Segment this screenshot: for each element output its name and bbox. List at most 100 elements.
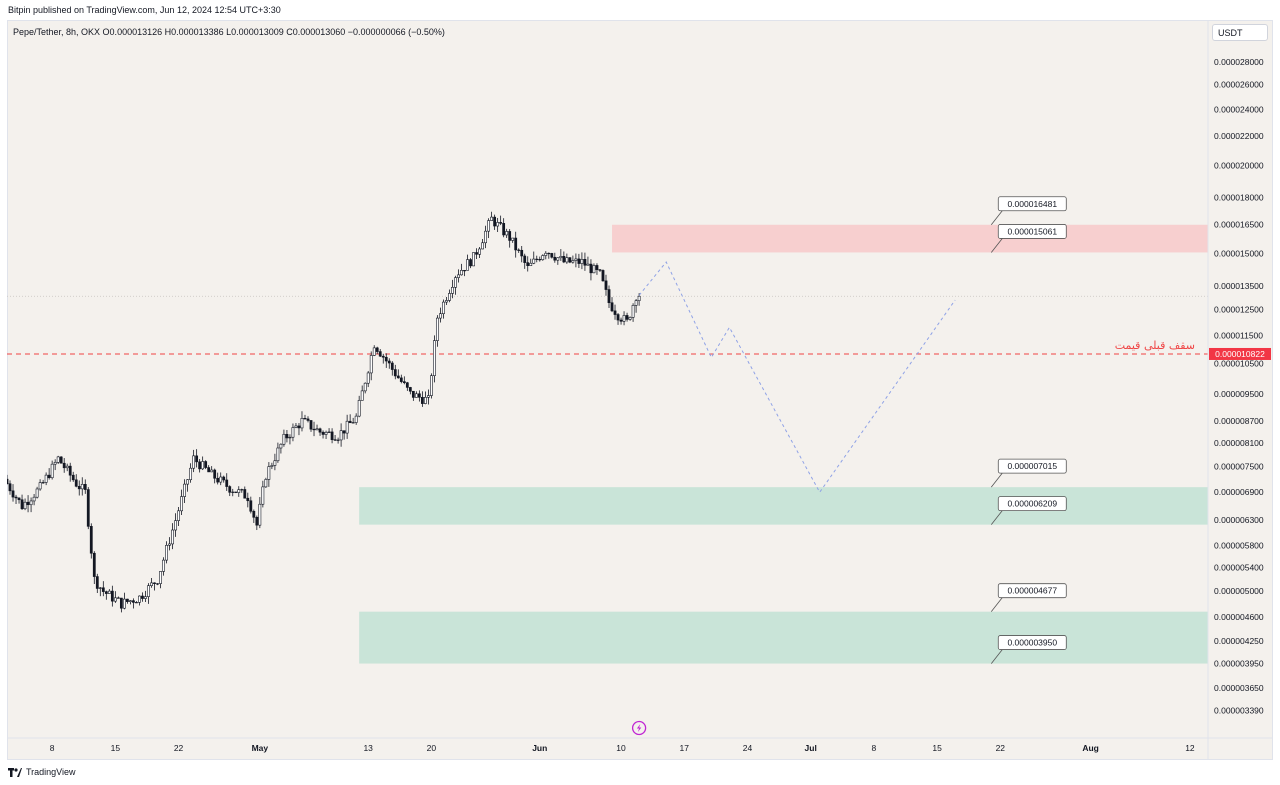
dashed-level-price-tag-label: 0.000010822 — [1215, 349, 1265, 359]
candle-down — [330, 428, 334, 444]
candle-body — [565, 257, 569, 263]
price-callout: 0.000003950 — [990, 635, 1067, 664]
candle-up — [65, 463, 69, 472]
candle-body — [17, 497, 21, 501]
time-tick-label: 13 — [363, 743, 373, 753]
candle-down — [616, 312, 620, 325]
candle-down — [234, 491, 238, 494]
candle-body — [454, 277, 457, 288]
candle-body — [65, 465, 69, 469]
candle-body — [116, 597, 120, 599]
candle-down — [222, 475, 226, 483]
candle-up — [144, 590, 147, 603]
candle-body — [119, 597, 123, 609]
callout-label: 0.000015061 — [1007, 226, 1057, 236]
price-tick-label: 0.000011500 — [1214, 330, 1263, 340]
price-tick-label: 0.000007500 — [1214, 462, 1264, 472]
candle-body — [150, 582, 153, 586]
candle-body — [583, 259, 587, 266]
candle-down — [126, 598, 129, 604]
candle-body — [375, 347, 379, 352]
candle-body — [92, 552, 96, 577]
candle-body — [481, 242, 484, 250]
candle-down — [562, 251, 566, 264]
candle-up — [442, 299, 445, 319]
price-chart[interactable]: 0.000016481 0.000015061 0.000007015 0.00000… — [7, 20, 1273, 760]
candle-body — [249, 500, 253, 512]
candle-body — [174, 520, 177, 531]
candle-up — [258, 497, 262, 529]
candle-down — [463, 270, 466, 277]
dashed-level-price-tag — [1209, 347, 1271, 360]
candle-up — [345, 414, 349, 439]
candle-body — [279, 443, 283, 449]
candle-down — [402, 376, 406, 385]
candle-down — [20, 494, 24, 510]
candle-body — [98, 587, 102, 589]
candle-down — [553, 252, 557, 263]
candle-down — [26, 495, 30, 513]
candle-body — [577, 258, 581, 264]
candle-down — [318, 427, 322, 436]
candle-body — [231, 491, 235, 493]
candle-body — [101, 587, 105, 592]
candle-body — [514, 237, 518, 251]
candle-body — [595, 265, 599, 270]
candle-body — [439, 313, 442, 319]
time-tick-label: 15 — [111, 743, 121, 753]
candle-body — [228, 486, 232, 493]
candle-down — [95, 573, 99, 594]
candle-up — [288, 434, 292, 445]
footer: TradingView — [8, 767, 76, 777]
candle-body — [95, 576, 99, 589]
candle-up — [324, 430, 328, 440]
candle-body — [104, 591, 108, 594]
time-tick-label: 15 — [932, 743, 942, 753]
candle-up — [354, 413, 358, 425]
candle-up — [372, 345, 376, 357]
candle-body — [463, 270, 466, 272]
candle-body — [442, 301, 445, 314]
currency-button[interactable]: USDT — [1212, 24, 1268, 41]
time-tick-label: May — [252, 743, 269, 753]
candle-up — [327, 428, 331, 433]
callout-label: 0.000004677 — [1007, 586, 1057, 596]
time-tick-label: 20 — [427, 743, 437, 753]
callout-box — [997, 196, 1067, 212]
candle-body — [107, 590, 111, 594]
candle-body — [74, 479, 78, 487]
price-tick-label: 0.000010500 — [1214, 358, 1264, 368]
time-tick-label: Aug — [1082, 743, 1099, 753]
candle-up — [113, 591, 117, 603]
candle-body — [405, 382, 409, 388]
candle-body — [541, 255, 545, 260]
candle-body — [7, 478, 9, 485]
candle-down — [11, 484, 15, 502]
candle-up — [129, 600, 132, 605]
callout-label: 0.000003950 — [1007, 638, 1057, 648]
candle-body — [357, 400, 361, 417]
candle-body — [147, 585, 150, 597]
candle-body — [47, 474, 51, 479]
candle-up — [98, 587, 102, 597]
candle-body — [59, 456, 63, 464]
candle-up — [505, 228, 509, 238]
candle-body — [165, 545, 168, 561]
candle-body — [138, 595, 141, 603]
candle-down — [116, 596, 120, 599]
candle-up — [628, 316, 632, 321]
candle-up — [122, 592, 126, 610]
candle-up — [339, 423, 343, 447]
price-tick-label: 0.000005800 — [1214, 541, 1264, 551]
candle-body — [598, 269, 602, 271]
candle-body — [420, 397, 424, 404]
candle-up — [490, 211, 494, 221]
candle-down — [381, 353, 385, 364]
candle-down — [342, 430, 346, 440]
candle-down — [321, 430, 325, 439]
candle-body — [436, 317, 439, 341]
candle-up — [291, 423, 295, 442]
candle-body — [532, 258, 536, 264]
candle-body — [44, 474, 48, 483]
footer-brand: TradingView — [26, 767, 76, 777]
